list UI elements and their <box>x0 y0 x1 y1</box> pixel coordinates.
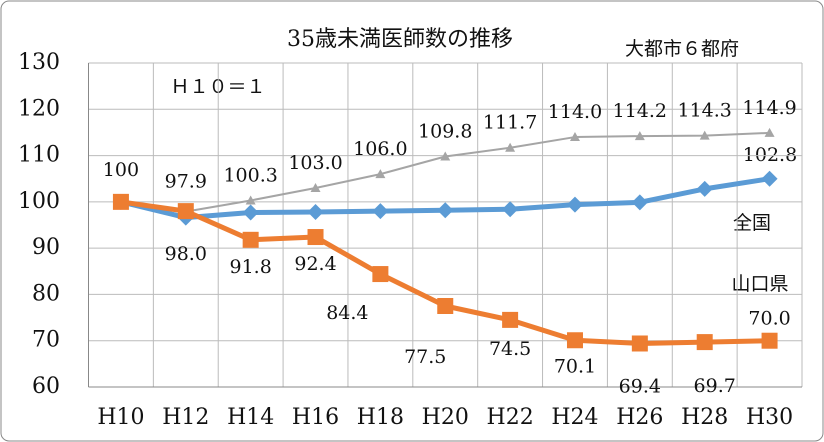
data-label: 69.7 <box>694 375 736 397</box>
data-label: 106.0 <box>353 138 407 160</box>
marker <box>375 169 386 179</box>
marker <box>634 131 645 141</box>
data-label: 114.0 <box>548 101 602 123</box>
marker <box>569 132 580 142</box>
marker <box>242 204 259 221</box>
x-tick-label: H22 <box>487 405 534 430</box>
data-label: 91.8 <box>230 256 272 278</box>
y-tick-label: 130 <box>18 50 60 75</box>
chart-title: 35歳未満医師数の推移 <box>287 27 513 52</box>
data-label: 100 <box>103 159 139 181</box>
x-tick-label: H18 <box>357 405 404 430</box>
marker <box>372 266 389 283</box>
marker <box>696 180 713 197</box>
marker <box>307 204 324 221</box>
marker <box>307 229 324 246</box>
data-label: 98.0 <box>165 243 207 265</box>
annotation: 102.8 <box>743 144 797 166</box>
marker <box>437 298 454 314</box>
data-label: 114.3 <box>678 100 732 122</box>
marker <box>696 334 713 351</box>
marker <box>112 193 129 210</box>
marker <box>502 201 519 218</box>
marker <box>245 195 256 205</box>
y-tick-label: 110 <box>18 143 60 168</box>
x-tick-label: H16 <box>292 405 339 430</box>
series-label: 大都市６都府 <box>625 38 739 60</box>
marker <box>631 194 648 211</box>
marker <box>372 203 389 220</box>
data-label: 84.4 <box>326 302 368 324</box>
data-label: 100.3 <box>223 164 277 186</box>
marker <box>440 151 451 161</box>
data-label: 70.0 <box>748 308 790 330</box>
marker <box>566 332 583 349</box>
marker <box>502 311 519 328</box>
y-tick-label: 80 <box>32 281 60 306</box>
data-label: 114.9 <box>742 97 796 119</box>
data-label: 77.5 <box>404 346 446 368</box>
marker <box>761 332 778 349</box>
data-label: 74.5 <box>489 338 531 360</box>
marker <box>566 196 583 213</box>
marker <box>699 130 710 140</box>
x-tick-label: H26 <box>616 405 663 430</box>
x-tick-label: H12 <box>162 405 209 430</box>
series-label: 全国 <box>733 212 771 234</box>
data-label: 114.2 <box>613 100 667 122</box>
series-label: 山口県 <box>731 273 788 295</box>
marker <box>177 203 194 220</box>
y-tick-label: 100 <box>18 189 60 214</box>
x-tick-label: H14 <box>227 405 274 430</box>
marker <box>631 335 648 352</box>
y-tick-label: 70 <box>32 328 60 353</box>
marker <box>310 182 321 192</box>
data-label: 111.7 <box>483 112 537 134</box>
x-tick-label: H24 <box>551 405 598 430</box>
data-label: 109.8 <box>418 120 472 142</box>
marker <box>437 202 454 219</box>
marker <box>505 142 516 152</box>
x-tick-label: H30 <box>746 405 793 430</box>
marker <box>242 231 259 248</box>
y-tick-label: 90 <box>32 235 60 260</box>
marker <box>764 127 775 137</box>
y-tick-label: 120 <box>18 96 60 121</box>
data-label: 103.0 <box>288 152 342 174</box>
data-label: 70.1 <box>554 355 596 377</box>
y-tick-label: 60 <box>32 374 60 399</box>
marker <box>761 170 778 187</box>
data-label: 97.9 <box>165 171 207 193</box>
data-label: 92.4 <box>294 253 336 275</box>
x-tick-label: H28 <box>681 405 728 430</box>
data-label: 69.4 <box>619 375 661 397</box>
x-tick-label: H10 <box>97 405 144 430</box>
x-tick-label: H20 <box>422 405 469 430</box>
